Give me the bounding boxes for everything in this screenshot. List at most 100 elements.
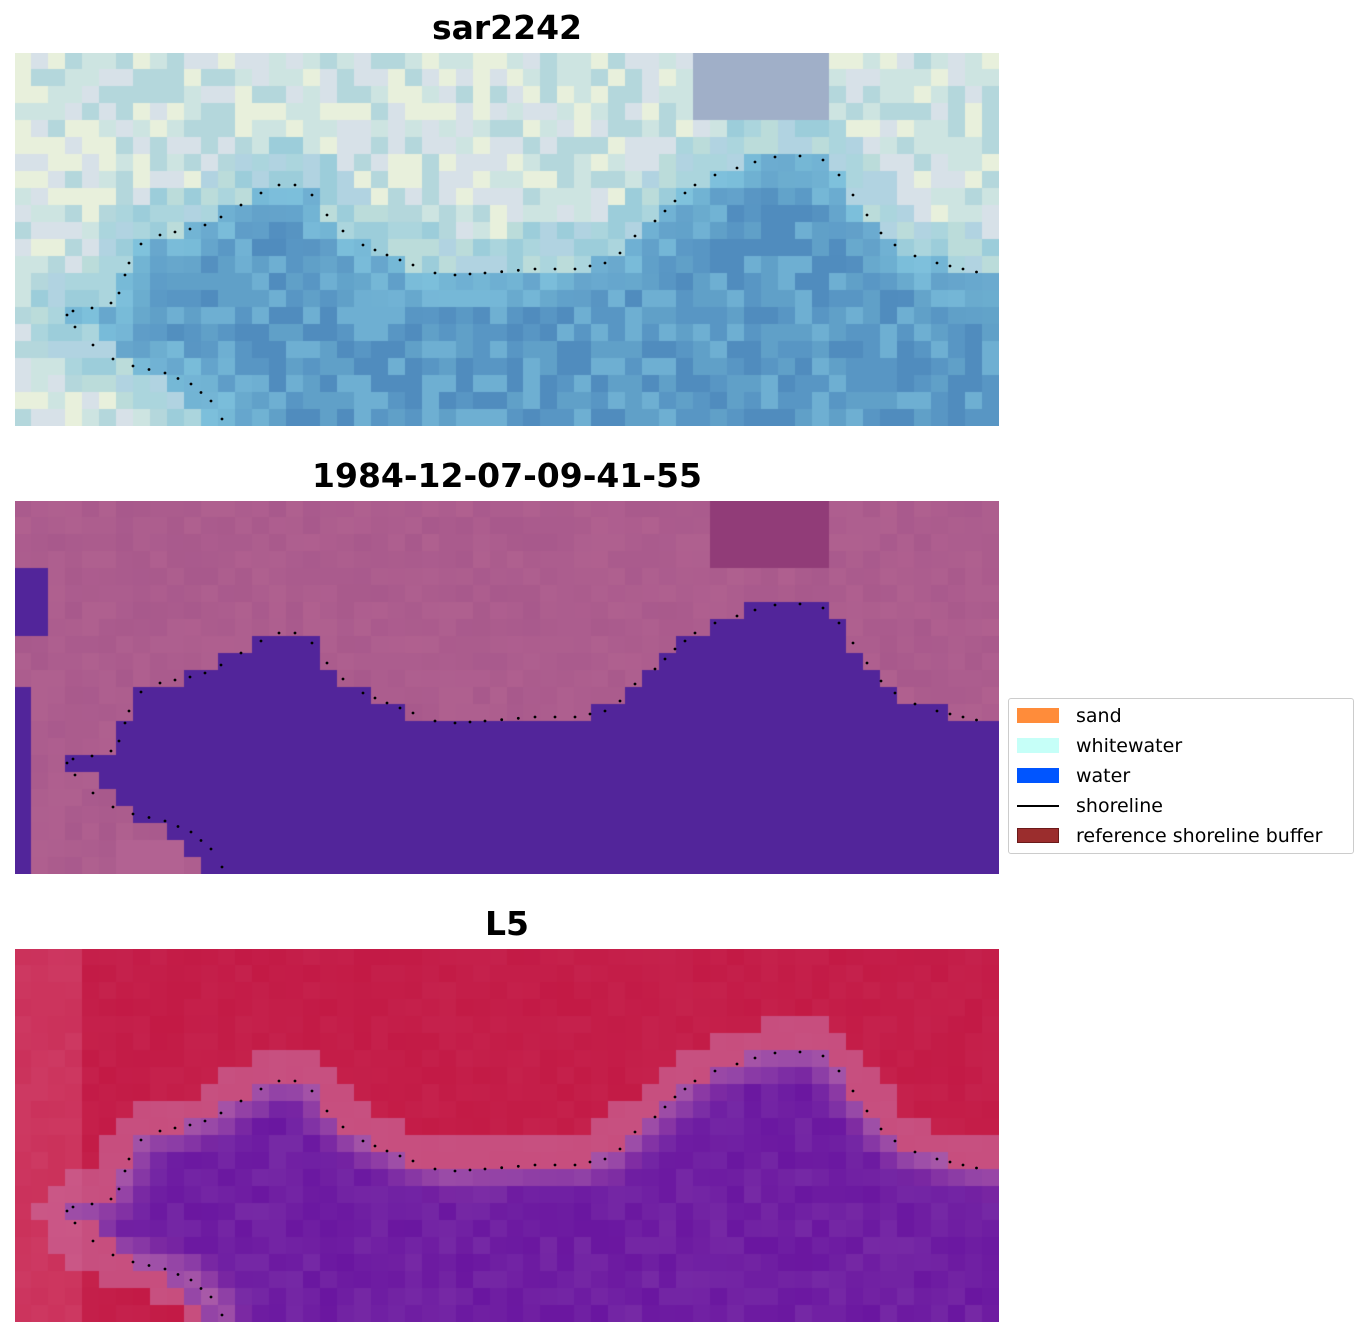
shoreline-point — [837, 1069, 841, 1073]
shoreline-point — [71, 309, 75, 313]
shoreline-point — [879, 679, 883, 683]
shoreline-point — [573, 267, 577, 271]
shoreline-point — [111, 805, 115, 809]
shoreline-point — [65, 313, 69, 317]
shoreline-point — [798, 602, 802, 606]
shoreline-point — [553, 267, 557, 271]
shoreline-point — [713, 621, 717, 625]
legend-swatch — [1017, 768, 1059, 783]
shoreline-point — [483, 1167, 487, 1171]
legend: sand whitewater water shoreline referenc… — [1008, 698, 1354, 854]
shoreline-point — [653, 1115, 657, 1119]
shoreline-point — [139, 242, 143, 246]
shoreline-point — [219, 1111, 223, 1115]
shoreline-point — [618, 699, 622, 703]
shoreline-point — [373, 1144, 377, 1148]
shoreline-point — [73, 773, 77, 777]
shoreline-point — [147, 816, 151, 819]
shoreline-point — [837, 173, 841, 177]
shoreline-point — [588, 1160, 592, 1164]
shoreline-point — [603, 261, 607, 265]
panel-title-2: 1984-12-07-09-41-55 — [312, 456, 702, 495]
shoreline-point — [798, 154, 802, 158]
shoreline-point — [341, 229, 345, 233]
shoreline-point — [203, 671, 207, 675]
legend-swatch — [1017, 738, 1059, 753]
shoreline-point — [633, 234, 637, 238]
shoreline-point — [735, 614, 739, 618]
shoreline-point — [935, 709, 939, 713]
shoreline-point — [693, 183, 697, 187]
shoreline-point — [453, 273, 457, 277]
shoreline-point — [913, 702, 917, 706]
shoreline-point — [325, 213, 329, 217]
shoreline-point — [158, 681, 162, 685]
shoreline-point — [91, 343, 95, 347]
image-panel-rgb — [15, 53, 999, 426]
shoreline-point — [385, 253, 389, 257]
shoreline-point — [361, 243, 365, 247]
shoreline-point — [199, 1287, 203, 1290]
shoreline-point — [277, 183, 281, 187]
shoreline-point — [203, 223, 207, 227]
shoreline-point — [109, 1197, 113, 1201]
shoreline-point — [865, 661, 869, 665]
shoreline-point — [111, 357, 115, 361]
shoreline-point — [176, 1273, 180, 1276]
shoreline-point — [553, 715, 557, 719]
rgb-image — [15, 53, 999, 426]
shoreline-point — [851, 1089, 855, 1093]
shoreline-point — [773, 155, 777, 159]
shoreline-point — [633, 1130, 637, 1134]
shoreline-point — [90, 1202, 94, 1206]
shoreline-point — [163, 371, 167, 375]
shoreline-point — [90, 754, 94, 758]
shoreline-point — [277, 631, 281, 635]
shoreline-point — [821, 1054, 825, 1058]
shoreline-point — [948, 1160, 952, 1164]
shoreline-point — [163, 819, 167, 823]
shoreline-point — [516, 268, 520, 272]
shoreline-point — [310, 641, 314, 645]
shoreline-point — [239, 651, 243, 655]
shoreline-point — [139, 1138, 143, 1142]
shoreline-point — [147, 368, 151, 371]
shoreline-point — [325, 661, 329, 665]
shoreline-point — [603, 1157, 607, 1161]
shoreline-point — [483, 271, 487, 275]
image-panel-mndwi — [15, 949, 999, 1322]
shoreline-point — [91, 791, 95, 795]
shoreline-point — [219, 215, 223, 219]
shoreline-point — [259, 639, 263, 643]
shoreline-point — [310, 193, 314, 197]
shoreline-point — [468, 272, 472, 276]
shoreline-point — [173, 678, 177, 682]
shoreline-point — [259, 1087, 263, 1091]
shoreline-point — [663, 209, 667, 213]
shoreline-point — [139, 690, 143, 694]
shoreline-point — [500, 270, 504, 274]
shoreline-point — [821, 606, 825, 610]
shoreline-point — [453, 1169, 457, 1173]
shoreline-point — [893, 691, 897, 695]
shoreline-point — [398, 258, 402, 262]
shoreline-overlay — [65, 1050, 978, 1317]
shoreline-point — [209, 399, 213, 403]
shoreline-point — [123, 721, 127, 725]
shoreline-point — [189, 830, 193, 834]
shoreline-point — [693, 1079, 697, 1083]
shoreline-point — [573, 715, 577, 719]
shoreline-point — [71, 757, 75, 761]
mndwi-image — [15, 949, 999, 1322]
shoreline-point — [683, 191, 687, 195]
shoreline-point — [147, 1264, 151, 1267]
shoreline-point — [310, 1089, 314, 1093]
shoreline-point — [961, 267, 965, 271]
shoreline-point — [158, 1129, 162, 1133]
shoreline-point — [753, 1056, 757, 1060]
shoreline-point — [683, 1087, 687, 1091]
shoreline-point — [158, 233, 162, 237]
panel-title-3: L5 — [485, 904, 529, 943]
image-panel-classified — [15, 501, 999, 874]
shoreline-point — [798, 1050, 802, 1054]
